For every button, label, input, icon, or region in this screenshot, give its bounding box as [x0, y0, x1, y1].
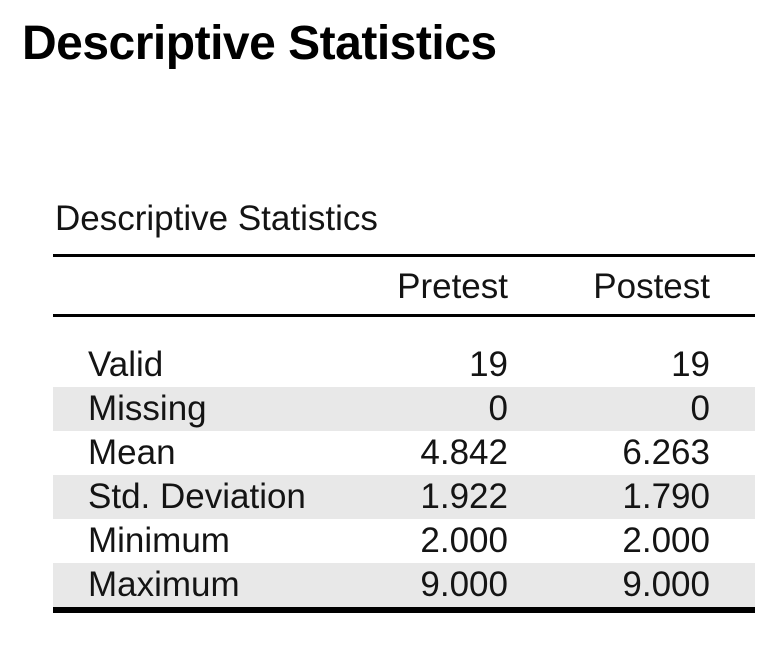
descriptive-statistics-table: Pretest Postest Valid 19 19 Missing 0 0 Mean 4.… — [53, 254, 755, 613]
stat-value: 2.000 — [420, 521, 508, 560]
column-header-pretest: Pretest — [353, 254, 553, 317]
stat-label: Std. Deviation — [53, 475, 353, 519]
stat-value: 9.000 — [353, 563, 553, 613]
table-header-row: Pretest Postest — [53, 254, 755, 317]
stat-value: 0 — [353, 387, 553, 431]
table-caption: Descriptive Statistics — [55, 199, 378, 238]
stat-value: 6.263 — [622, 433, 710, 472]
stat-value: 0 — [553, 387, 755, 431]
stat-value: 9.000 — [553, 563, 755, 613]
stat-value: 1.790 — [553, 475, 755, 519]
stat-row-missing: Missing 0 0 — [53, 387, 755, 431]
stat-label: Maximum — [53, 563, 353, 613]
stat-label: Mean — [88, 433, 176, 472]
stat-row-maximum: Maximum 9.000 9.000 — [53, 563, 755, 613]
stat-label: Missing — [53, 387, 353, 431]
stat-value: 1.922 — [353, 475, 553, 519]
column-header-blank — [53, 254, 353, 317]
stat-row-mean: Mean 4.842 6.263 — [53, 431, 755, 475]
stat-row-std-deviation: Std. Deviation 1.922 1.790 — [53, 475, 755, 519]
page-title: Descriptive Statistics — [22, 17, 497, 70]
column-header-postest: Postest — [553, 254, 755, 317]
stat-value: 19 — [671, 345, 710, 384]
stat-value: 2.000 — [622, 521, 710, 560]
stat-value: 4.842 — [420, 433, 508, 472]
stat-label: Valid — [88, 345, 164, 384]
stat-row-valid: Valid 19 19 — [53, 316, 755, 388]
table-body: Valid 19 19 Missing 0 0 Mean 4.842 6.263 Std. Dev… — [53, 316, 755, 613]
stat-value: 19 — [469, 345, 508, 384]
descriptives-output-block: Descriptive Statistics Pretest Postest V… — [53, 198, 755, 613]
stat-row-minimum: Minimum 2.000 2.000 — [53, 519, 755, 563]
stat-label: Minimum — [88, 521, 230, 560]
